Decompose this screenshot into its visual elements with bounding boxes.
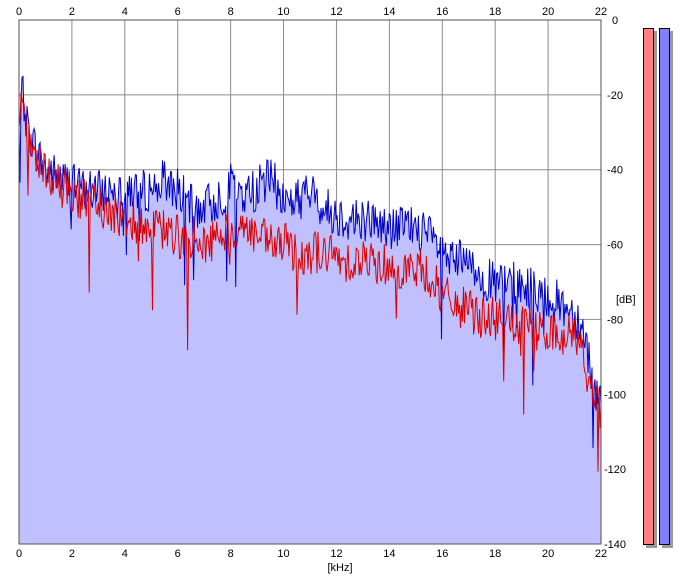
- x-tick-label-bottom: 2: [69, 548, 75, 560]
- x-tick-label-bottom: 0: [16, 548, 22, 560]
- x-tick-label-bottom: 10: [277, 548, 289, 560]
- y-tick-label: -100: [604, 389, 626, 401]
- x-tick-label-top: 16: [436, 6, 448, 18]
- right-channel-meter: [659, 28, 670, 545]
- x-tick-label-top: 6: [175, 6, 181, 18]
- x-tick-label-top: 20: [542, 6, 554, 18]
- y-tick-label: -120: [604, 464, 626, 476]
- y-tick-label: -20: [607, 90, 623, 102]
- x-tick-label-top: 4: [122, 6, 128, 18]
- left-channel-meter: [643, 28, 654, 545]
- right-axis-ticks: 0 -20 -40 -60 -80 -100 -120 -140: [604, 15, 626, 551]
- x-tick-label-bottom: 14: [383, 548, 395, 560]
- x-tick-label-bottom: 12: [330, 548, 342, 560]
- spectrum-fill: [19, 76, 601, 545]
- x-tick-label-top: 14: [383, 6, 395, 18]
- x-tick-label-bottom: 18: [489, 548, 501, 560]
- x-axis-label: [kHz]: [327, 562, 352, 574]
- series-line-red: [18, 92, 602, 472]
- spectrum-area: [19, 76, 601, 545]
- x-tick-label-top: 18: [489, 6, 501, 18]
- x-tick-label-bottom: 22: [595, 548, 607, 560]
- x-tick-label-bottom: 8: [228, 548, 234, 560]
- x-tick-label-bottom: 16: [436, 548, 448, 560]
- y-tick-label: -140: [604, 539, 626, 551]
- x-tick-label-top: 0: [16, 6, 22, 18]
- y-tick-label: 0: [612, 15, 618, 27]
- bottom-axis-ticks: 0 2 4 6 8 10 12 14 16 18 20 22: [16, 548, 607, 560]
- x-tick-label-top: 10: [277, 6, 289, 18]
- series-lines: [18, 75, 602, 472]
- y-tick-label: -80: [607, 314, 623, 326]
- x-tick-label-bottom: 6: [175, 548, 181, 560]
- x-tick-label-top: 8: [228, 6, 234, 18]
- x-tick-label-top: 12: [330, 6, 342, 18]
- x-tick-label-top: 2: [69, 6, 75, 18]
- x-tick-label-bottom: 4: [122, 548, 128, 560]
- y-tick-label: -60: [607, 240, 623, 252]
- x-tick-label-top: 22: [595, 6, 607, 18]
- x-tick-label-bottom: 20: [542, 548, 554, 560]
- y-axis-label: [dB]: [616, 294, 636, 306]
- top-axis-ticks: 0 2 4 6 8 10 12 14 16 18 20 22: [16, 6, 607, 18]
- plot-frame: [18, 19, 602, 545]
- y-tick-label: -40: [607, 165, 623, 177]
